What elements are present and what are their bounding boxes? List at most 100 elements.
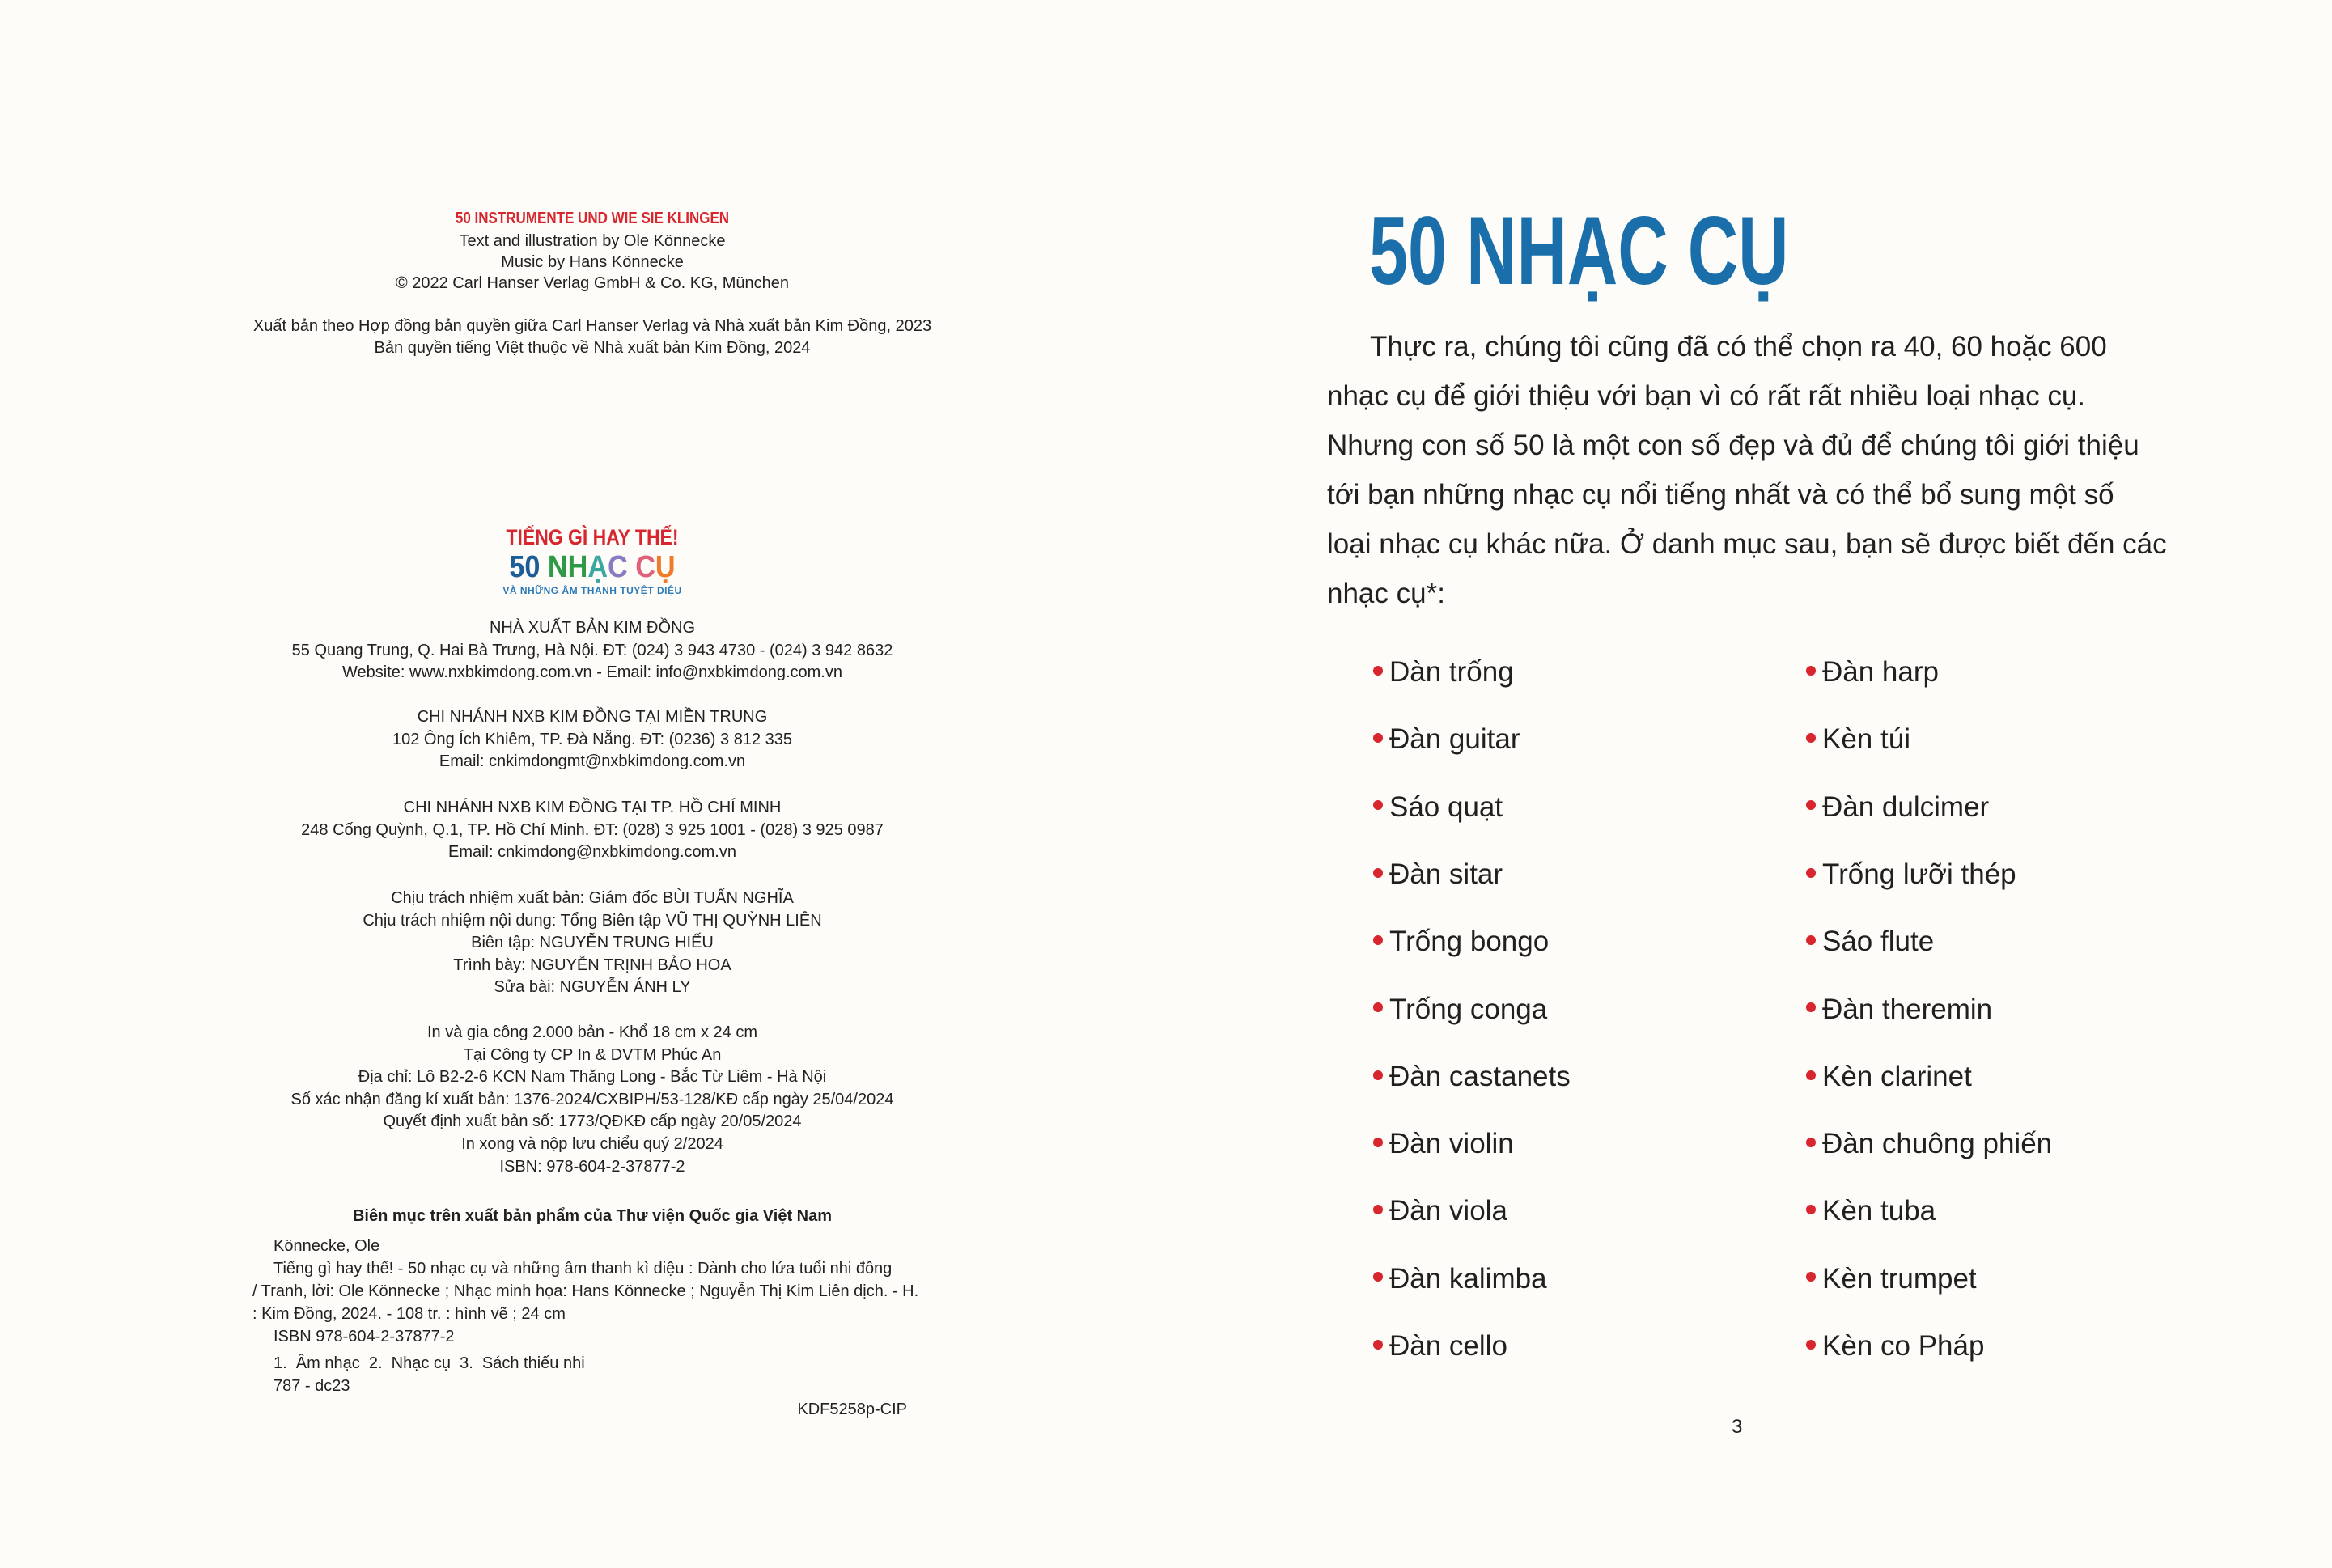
logo-line-2: 50 NHẠC CỤ (483, 550, 702, 584)
original-title: 50 INSTRUMENTE UND WIE SIE KLINGEN (455, 210, 730, 227)
instrument-name: Đàn violin (1389, 1128, 1514, 1160)
instrument-list-item: Đàn sitar (1373, 858, 1503, 892)
branch-hcm-line: Email: cnkimdong@nxbkimdong.com.vn (447, 843, 736, 862)
instrument-name: Đàn guitar (1389, 723, 1520, 756)
instrument-list-item: Đàn violin (1373, 1127, 1514, 1161)
cip-isbn: ISBN 978-604-2-37877-2 (273, 1328, 455, 1346)
series-logo: TIẾNG GÌ HAY THẾ! 50 NHẠC CỤ VÀ NHỮNG ÂM… (471, 524, 714, 597)
instrument-list-item: Kèn tuba (1806, 1194, 1936, 1228)
logo-letter: H (567, 550, 588, 584)
instrument-name: Đàn chuông phiến (1822, 1128, 2053, 1160)
intro-paragraph-line: nhạc cụ để giới thiệu với bạn vì có rất … (1327, 380, 2086, 412)
cip-author: Könnecke, Ole (273, 1237, 380, 1255)
intro-paragraph-line: Nhưng con số 50 là một con số đẹp và đủ … (1327, 430, 2139, 461)
printing-line: Số xác nhận đăng kí xuất bản: 1376-2024/… (290, 1090, 894, 1108)
instrument-name: Đàn sitar (1389, 858, 1503, 890)
printing-line: In và gia công 2.000 bản - Khổ 18 cm x 2… (426, 1023, 758, 1041)
credit-line: Music by Hans Könnecke (501, 253, 684, 271)
logo-letter: 50 (509, 550, 548, 584)
instrument-list-item: Kèn clarinet (1806, 1060, 1972, 1094)
bullet-icon (1806, 934, 1816, 945)
cip-code: KDF5258p-CIP (797, 1401, 907, 1418)
instrument-list-item: Trống conga (1373, 993, 1547, 1027)
cip-classification: 787 - dc23 (273, 1377, 350, 1395)
branch-central-line: Email: cnkimdongmt@nxbkimdong.com.vn (439, 752, 746, 771)
printing-line: ISBN: 978-604-2-37877-2 (499, 1157, 685, 1176)
instrument-list-item: Trống bongo (1373, 925, 1549, 959)
printing-line: In xong và nộp lưu chiểu quý 2/2024 (461, 1135, 723, 1153)
instrument-list-item: Trống lưỡi thép (1806, 858, 2016, 892)
bullet-icon (1806, 1070, 1816, 1080)
credit-line: © 2022 Carl Hanser Verlag GmbH & Co. KG,… (395, 274, 790, 292)
cip-description: Tiếng gì hay thế! - 50 nhạc cụ và những … (273, 1260, 893, 1278)
bullet-icon (1806, 733, 1816, 744)
instrument-name: Kèn clarinet (1822, 1060, 1972, 1092)
instrument-list-item: Đàn harp (1806, 655, 1939, 689)
intro-paragraph-line: loại nhạc cụ khác nữa. Ở danh mục sau, b… (1327, 528, 2167, 560)
bullet-icon (1373, 1070, 1383, 1080)
cip-subjects: 1. Âm nhạc 2. Nhạc cụ 3. Sách thiếu nhi (273, 1354, 585, 1372)
bullet-icon (1373, 665, 1383, 676)
bullet-icon (1373, 934, 1383, 945)
intro-paragraph-line: nhạc cụ*: (1327, 578, 1445, 609)
staff-line: Chịu trách nhiệm nội dung: Tổng Biên tập… (363, 911, 822, 930)
page-title: 50 NHẠC CỤ (1369, 197, 1789, 305)
branch-hcm-line: CHI NHÁNH NXB KIM ĐỒNG TẠI TP. HỒ CHÍ MI… (403, 799, 782, 816)
instrument-name: Trống lưỡi thép (1822, 858, 2016, 890)
logo-line-1: TIẾNG GÌ HAY THẾ! (506, 525, 679, 549)
publisher-line: Website: www.nxbkimdong.com.vn - Email: … (342, 663, 842, 682)
instrument-list-item: Kèn túi (1806, 723, 1910, 756)
instrument-list-item: Kèn co Pháp (1806, 1329, 1984, 1363)
intro-paragraph-line: Thực ra, chúng tôi cũng đã có thể chọn r… (1370, 331, 2107, 362)
instrument-list-item: Sáo quạt (1373, 790, 1503, 824)
credit-line: Text and illustration by Ole Könnecke (459, 232, 726, 250)
instrument-name: Trống bongo (1389, 926, 1550, 958)
staff-line: Sửa bài: NGUYỄN ÁNH LY (494, 978, 691, 997)
logo-letter: Ụ (655, 550, 676, 584)
instrument-name: Đàn theremin (1822, 993, 1993, 1025)
publisher-line: NHÀ XUẤT BẢN KIM ĐỒNG (489, 619, 696, 637)
bullet-icon (1373, 867, 1383, 878)
intro-paragraph-line: tới bạn những nhạc cụ nổi tiếng nhất và … (1327, 479, 2114, 511)
instrument-name: Đàn viola (1389, 1195, 1507, 1227)
logo-letter: Ạ (587, 550, 608, 584)
logo-letter: C (608, 550, 636, 584)
instrument-list-item: Đàn cello (1373, 1329, 1507, 1363)
rights-line: Xuất bản theo Hợp đồng bản quyền giữa Ca… (252, 317, 932, 335)
instrument-name: Kèn tuba (1822, 1195, 1936, 1227)
bullet-icon (1373, 1272, 1383, 1282)
instrument-name: Kèn túi (1822, 723, 1910, 756)
bullet-icon (1373, 733, 1383, 744)
publisher-line: 55 Quang Trung, Q. Hai Bà Trưng, Hà Nội.… (291, 641, 893, 659)
instrument-name: Trống conga (1389, 993, 1548, 1025)
staff-line: Biên tập: NGUYỄN TRUNG HIẾU (471, 934, 714, 952)
bullet-icon (1373, 1205, 1383, 1215)
logo-letter: C (635, 550, 655, 584)
instrument-list-item: Đàn chuông phiến (1806, 1127, 2052, 1161)
instrument-list-item: Sáo flute (1806, 925, 1934, 959)
cip-description: : Kim Đồng, 2024. - 108 tr. : hình vẽ ; … (252, 1305, 566, 1323)
rights-line: Bản quyền tiếng Việt thuộc về Nhà xuất b… (374, 339, 811, 357)
bullet-icon (1806, 665, 1816, 676)
bullet-icon (1806, 1137, 1816, 1147)
printing-line: Địa chỉ: Lô B2-2-6 KCN Nam Thăng Long - … (358, 1068, 827, 1087)
staff-line: Trình bày: NGUYỄN TRỊNH BẢO HOA (453, 956, 731, 974)
branch-central-line: CHI NHÁNH NXB KIM ĐỒNG TẠI MIỀN TRUNG (417, 708, 768, 726)
left-page: 50 INSTRUMENTE UND WIE SIE KLINGEN Text … (252, 210, 932, 1418)
instrument-name: Dàn trống (1389, 656, 1514, 688)
instrument-name: Kèn co Pháp (1822, 1330, 1985, 1362)
bullet-icon (1806, 867, 1816, 878)
branch-central-line: 102 Ông Ích Khiêm, TP. Đà Nẵng. ĐT: (023… (392, 730, 792, 748)
branch-hcm-line: 248 Cống Quỳnh, Q.1, TP. Hồ Chí Minh. ĐT… (301, 820, 884, 839)
bullet-icon (1373, 1137, 1383, 1147)
bullet-icon (1806, 1272, 1816, 1282)
instrument-name: Đàn castanets (1389, 1060, 1571, 1092)
printing-line: Tại Công ty CP In & DVTM Phúc An (463, 1045, 722, 1064)
instrument-list-item: Đàn theremin (1806, 993, 1992, 1027)
instrument-name: Kèn trumpet (1822, 1262, 1977, 1295)
page-number: 3 (1732, 1416, 1743, 1438)
bullet-icon (1806, 1339, 1816, 1350)
instrument-name: Đàn kalimba (1389, 1262, 1547, 1295)
instrument-list-item: Đàn kalimba (1373, 1262, 1547, 1296)
instrument-name: Đàn cello (1389, 1330, 1507, 1362)
